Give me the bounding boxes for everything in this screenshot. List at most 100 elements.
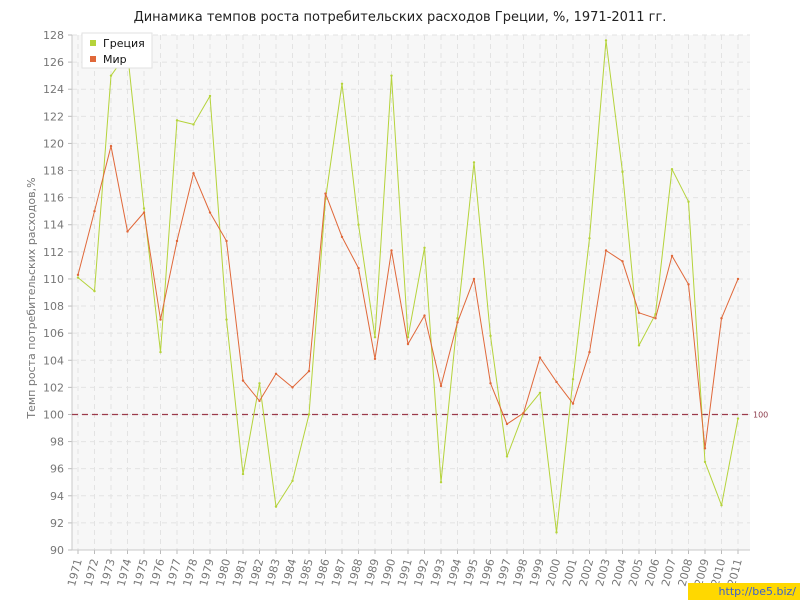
data-point-world <box>406 342 410 346</box>
y-tick-label: 98 <box>50 436 64 449</box>
legend-label-greece: Греция <box>103 37 145 50</box>
legend-swatch-world <box>90 56 96 62</box>
data-point-world <box>456 321 459 324</box>
y-tick-label: 126 <box>43 56 64 69</box>
data-point-world <box>538 356 542 359</box>
y-tick-label: 120 <box>43 137 64 150</box>
data-point-greece <box>588 237 591 240</box>
data-point-greece <box>637 344 641 347</box>
data-point-world <box>208 211 212 214</box>
y-tick-label: 90 <box>50 544 64 557</box>
data-point-world <box>126 230 129 233</box>
data-point-world <box>274 372 278 376</box>
data-point-world <box>588 350 591 354</box>
data-point-greece <box>93 289 96 293</box>
data-point-greece <box>357 223 360 226</box>
series-group <box>76 39 740 534</box>
chart-title: Динамика темпов роста потребительских ра… <box>134 10 667 25</box>
data-point-greece <box>340 82 344 85</box>
data-point-greece <box>555 531 558 534</box>
plot-area <box>72 35 750 550</box>
data-point-world <box>670 254 674 258</box>
data-point-world <box>307 369 311 373</box>
data-point-world <box>654 317 657 320</box>
data-point-world <box>621 260 624 263</box>
data-point-greece <box>241 472 245 476</box>
data-point-world <box>241 379 245 382</box>
y-tick-label: 100 <box>43 408 64 421</box>
data-point-world <box>687 283 690 286</box>
data-point-world <box>571 402 575 405</box>
reference-line-label: 100 <box>753 410 768 419</box>
data-point-world <box>720 317 723 320</box>
data-point-world <box>522 411 525 415</box>
reference-line-group: 100 <box>72 410 768 419</box>
data-point-greece <box>472 161 476 164</box>
data-point-greece <box>439 481 443 484</box>
data-point-greece <box>505 455 509 458</box>
data-point-world <box>109 144 113 148</box>
data-point-world <box>357 266 360 270</box>
y-tick-label: 106 <box>43 327 64 340</box>
data-point-greece <box>142 207 146 210</box>
x-axis-ticks: 1971197219731974197519761977197819791980… <box>65 550 745 588</box>
data-point-greece <box>307 413 311 416</box>
data-point-world <box>505 422 509 426</box>
data-point-greece <box>720 504 723 507</box>
y-tick-label: 128 <box>43 29 64 42</box>
legend: Греция Мир <box>81 32 153 69</box>
y-tick-label: 94 <box>50 490 64 503</box>
data-point-world <box>93 209 96 213</box>
data-point-greece <box>604 39 608 42</box>
data-point-greece <box>208 94 212 98</box>
data-point-world <box>423 314 426 317</box>
y-tick-label: 122 <box>43 110 64 123</box>
y-axis-ticks: 90 92 94 96 98 100 102 104 106 108 110 112 114 116 118… <box>43 29 72 557</box>
y-tick-label: 124 <box>43 83 64 96</box>
watermark-link[interactable]: http://be5.biz/ <box>688 583 800 600</box>
y-tick-label: 116 <box>43 192 64 205</box>
data-point-greece <box>687 200 690 203</box>
data-point-world <box>703 447 707 450</box>
data-point-greece <box>456 317 459 320</box>
data-point-greece <box>489 334 492 338</box>
data-point-world <box>489 382 492 385</box>
legend-label-world: Мир <box>103 53 127 66</box>
data-point-world <box>159 318 162 321</box>
data-point-greece <box>621 170 624 174</box>
y-tick-label: 102 <box>43 381 64 394</box>
grid <box>72 34 750 551</box>
legend-box <box>81 32 153 69</box>
y-tick-label: 110 <box>43 273 64 286</box>
data-point-world <box>175 239 179 243</box>
data-point-world <box>225 239 228 243</box>
y-tick-label: 104 <box>43 354 64 367</box>
data-point-world <box>439 384 443 388</box>
data-point-world <box>637 311 641 315</box>
data-point-greece <box>274 505 278 508</box>
data-point-greece <box>109 74 113 77</box>
data-point-world <box>142 211 146 214</box>
data-point-greece <box>175 119 179 122</box>
data-point-greece <box>736 417 740 420</box>
data-point-greece <box>670 167 674 171</box>
data-point-world <box>258 399 261 403</box>
data-point-greece <box>192 123 195 126</box>
data-point-greece <box>76 276 80 279</box>
data-point-greece <box>258 382 261 385</box>
y-tick-label: 112 <box>43 246 64 259</box>
data-point-world <box>373 357 377 361</box>
y-tick-label: 118 <box>43 165 64 178</box>
data-point-greece <box>703 460 707 464</box>
data-point-world <box>472 277 476 281</box>
legend-swatch-greece <box>90 40 96 46</box>
data-point-world <box>324 192 327 195</box>
data-point-greece <box>373 336 377 339</box>
data-point-world <box>736 277 740 281</box>
y-tick-label: 114 <box>43 219 64 232</box>
data-point-world <box>76 273 80 277</box>
y-tick-label: 96 <box>50 463 64 476</box>
data-point-greece <box>571 378 575 381</box>
data-point-greece <box>538 391 542 394</box>
